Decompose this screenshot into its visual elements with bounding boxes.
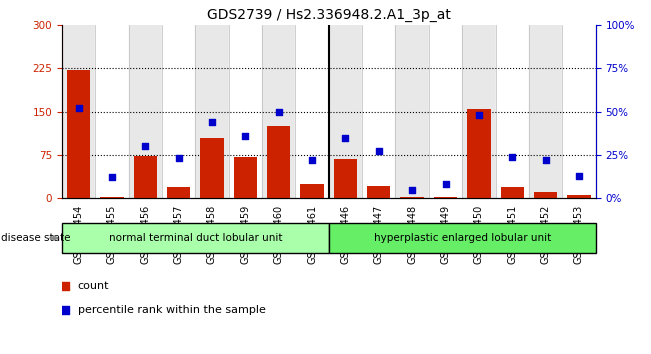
- Point: [574, 173, 584, 178]
- Bar: [567, 195, 590, 198]
- Point: [240, 133, 251, 139]
- Bar: [329, 223, 596, 253]
- Point: [307, 157, 317, 163]
- Bar: [429, 25, 462, 198]
- Bar: [234, 156, 257, 198]
- Bar: [300, 184, 324, 198]
- Bar: [195, 25, 229, 198]
- Text: disease state: disease state: [1, 233, 71, 243]
- Bar: [128, 25, 162, 198]
- Bar: [267, 126, 290, 198]
- Bar: [100, 196, 124, 198]
- Point: [440, 182, 450, 187]
- Text: percentile rank within the sample: percentile rank within the sample: [78, 305, 266, 315]
- Bar: [334, 159, 357, 198]
- Bar: [362, 25, 396, 198]
- Bar: [501, 187, 524, 198]
- Bar: [67, 70, 90, 198]
- Bar: [400, 197, 424, 198]
- Bar: [529, 25, 562, 198]
- Bar: [167, 187, 190, 198]
- Bar: [229, 25, 262, 198]
- Point: [273, 109, 284, 114]
- Point: [207, 119, 217, 125]
- Point: [107, 175, 117, 180]
- Bar: [534, 193, 557, 198]
- Title: GDS2739 / Hs2.336948.2.A1_3p_at: GDS2739 / Hs2.336948.2.A1_3p_at: [207, 8, 450, 22]
- Bar: [95, 25, 129, 198]
- Bar: [133, 156, 157, 198]
- Point: [374, 149, 384, 154]
- Bar: [562, 25, 596, 198]
- Point: [540, 157, 551, 163]
- Point: [140, 143, 150, 149]
- Text: hyperplastic enlarged lobular unit: hyperplastic enlarged lobular unit: [374, 233, 551, 243]
- Bar: [62, 25, 95, 198]
- Bar: [434, 197, 457, 198]
- Point: [474, 112, 484, 118]
- Bar: [201, 138, 224, 198]
- Bar: [62, 223, 329, 253]
- Bar: [396, 25, 429, 198]
- Bar: [495, 25, 529, 198]
- Bar: [467, 109, 491, 198]
- Point: [74, 105, 84, 111]
- Bar: [262, 25, 296, 198]
- Point: [407, 187, 417, 193]
- Point: [214, 182, 225, 188]
- Bar: [329, 25, 362, 198]
- Point: [340, 135, 351, 140]
- Point: [173, 155, 184, 161]
- Bar: [162, 25, 195, 198]
- Bar: [367, 185, 391, 198]
- Bar: [462, 25, 495, 198]
- Point: [507, 154, 518, 159]
- Text: normal terminal duct lobular unit: normal terminal duct lobular unit: [109, 233, 282, 243]
- Text: count: count: [78, 281, 109, 291]
- Bar: [296, 25, 329, 198]
